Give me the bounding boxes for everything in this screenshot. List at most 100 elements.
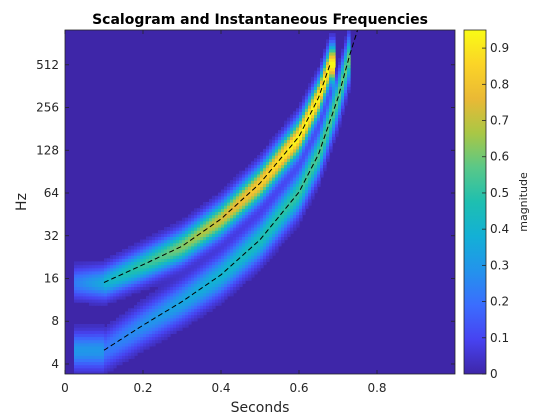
heatmap-cell	[179, 270, 183, 275]
heatmap-cell	[236, 230, 240, 234]
heatmap-cell	[86, 345, 90, 350]
heatmap-cell	[164, 258, 168, 263]
heatmap-cell	[170, 264, 174, 269]
heatmap-cell	[290, 126, 294, 131]
heatmap-cell	[200, 258, 204, 263]
heatmap-cell	[296, 189, 300, 194]
heatmap-cell	[239, 239, 243, 244]
heatmap-cell	[215, 292, 219, 297]
heatmap-cell	[233, 217, 237, 222]
heatmap-cell	[302, 139, 306, 144]
heatmap-cell	[89, 367, 93, 372]
heatmap-cell	[200, 314, 204, 319]
heatmap-cell	[104, 361, 108, 366]
heatmap-cell	[341, 61, 345, 65]
heatmap-cell	[212, 258, 216, 263]
heatmap-cell	[206, 258, 210, 263]
heatmap-cell	[104, 295, 108, 300]
heatmap-cell	[296, 120, 300, 125]
heatmap-cell	[317, 130, 321, 134]
heatmap-cell	[293, 180, 297, 184]
heatmap-cell	[116, 317, 120, 322]
heatmap-cell	[287, 133, 291, 137]
heatmap-cell	[248, 267, 252, 272]
heatmap-cell	[101, 267, 105, 272]
heatmap-cell	[137, 308, 141, 313]
heatmap-cell	[215, 255, 219, 259]
heatmap-cell	[278, 227, 282, 231]
heatmap-cell	[77, 264, 81, 269]
heatmap-cell	[233, 280, 237, 284]
heatmap-cell	[188, 223, 192, 228]
heatmap-cell	[254, 245, 258, 250]
heatmap-cell	[287, 139, 291, 144]
heatmap-cell	[167, 292, 171, 297]
heatmap-cell	[197, 258, 201, 263]
heatmap-cell	[182, 239, 186, 244]
heatmap-cell	[212, 270, 216, 275]
heatmap-cell	[323, 55, 327, 59]
heatmap-cell	[284, 202, 288, 206]
heatmap-cell	[272, 217, 276, 222]
heatmap-cell	[128, 352, 132, 356]
heatmap-cell	[200, 308, 204, 313]
heatmap-cell	[323, 145, 327, 150]
heatmap-cell	[197, 311, 201, 316]
heatmap-cell	[263, 161, 267, 166]
heatmap-cell	[149, 236, 153, 241]
heatmap-cell	[257, 198, 261, 203]
heatmap-cell	[113, 292, 117, 297]
heatmap-cell	[347, 33, 351, 37]
heatmap-cell	[287, 161, 291, 166]
heatmap-cell	[233, 248, 237, 253]
heatmap-cell	[209, 217, 213, 222]
heatmap-cell	[89, 289, 93, 294]
heatmap-cell	[323, 101, 327, 106]
heatmap-cell	[164, 273, 168, 278]
heatmap-cell	[227, 258, 231, 263]
heatmap-cell	[152, 292, 156, 297]
heatmap-cell	[263, 164, 267, 169]
heatmap-cell	[269, 202, 273, 206]
heatmap-cell	[209, 292, 213, 297]
heatmap-cell	[305, 148, 309, 153]
heatmap-cell	[266, 202, 270, 206]
heatmap-cell	[335, 73, 339, 78]
heatmap-cell	[197, 211, 201, 216]
heatmap-cell	[74, 352, 78, 356]
heatmap-cell	[344, 55, 348, 59]
heatmap-cell	[254, 167, 258, 172]
heatmap-cell	[122, 348, 126, 353]
heatmap-cell	[185, 323, 189, 328]
heatmap-cell	[209, 233, 213, 237]
heatmap-cell	[161, 308, 165, 313]
heatmap-cell	[122, 270, 126, 275]
heatmap-cell	[320, 151, 324, 156]
heatmap-cell	[323, 158, 327, 162]
heatmap-cell	[329, 120, 333, 125]
heatmap-cell	[167, 314, 171, 319]
heatmap-cell	[338, 117, 342, 122]
heatmap-cell	[209, 255, 213, 259]
heatmap-cell	[95, 364, 99, 369]
heatmap-cell	[335, 133, 339, 137]
heatmap-cell	[314, 151, 318, 156]
heatmap-cell	[290, 176, 294, 181]
heatmap-cell	[257, 208, 261, 212]
heatmap-cell	[152, 308, 156, 313]
heatmap-cell	[140, 239, 144, 244]
heatmap-cell	[329, 148, 333, 153]
heatmap-cell	[161, 292, 165, 297]
heatmap-cell	[305, 155, 309, 159]
heatmap-cell	[260, 198, 264, 203]
heatmap-cell	[182, 298, 186, 303]
heatmap-cell	[242, 227, 246, 231]
heatmap-cell	[239, 258, 243, 263]
heatmap-cell	[77, 280, 81, 284]
heatmap-cell	[77, 289, 81, 294]
heatmap-cell	[305, 170, 309, 175]
heatmap-cell	[323, 58, 327, 62]
heatmap-cell	[278, 186, 282, 191]
heatmap-cell	[149, 308, 153, 313]
heatmap-cell	[281, 223, 285, 228]
